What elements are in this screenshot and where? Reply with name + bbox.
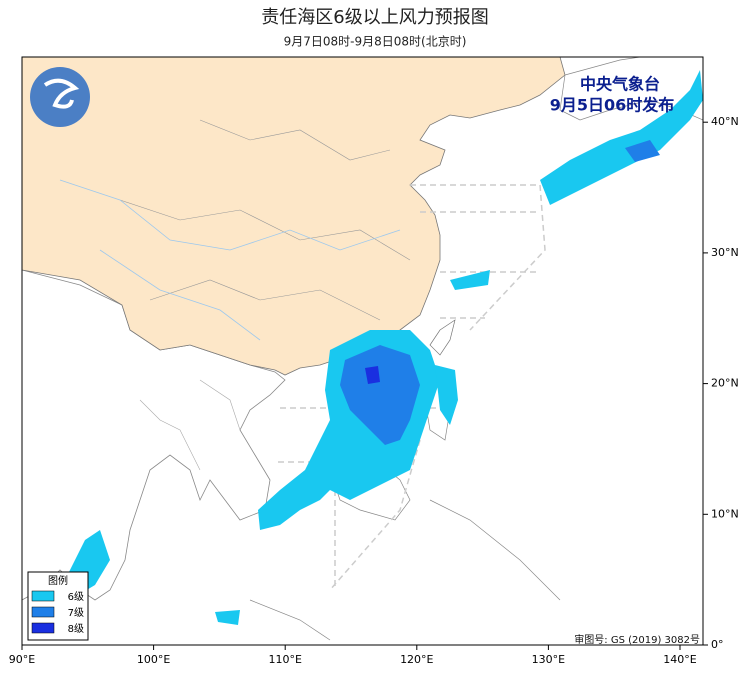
lat-tick-label: 40°N	[711, 115, 739, 128]
lon-tick-label: 140°E	[663, 653, 696, 666]
subtitle: 9月7日08时-9月8日08时(北京时)	[284, 35, 467, 49]
legend-swatch	[31, 590, 55, 602]
legend: 图例 6级 7级 8级	[27, 571, 89, 641]
map-frame	[21, 56, 704, 646]
lat-tick-label: 10°N	[711, 507, 739, 520]
map-area: 中央气象台 9月5日06时发布 审图号: GS (2019) 3082号	[22, 57, 703, 646]
lon-tick-label: 100°E	[137, 653, 170, 666]
lon-tick-label: 120°E	[400, 653, 433, 666]
lon-tick-label: 110°E	[268, 653, 301, 666]
lon-tick-label: 90°E	[9, 653, 35, 666]
legend-label: 8级	[68, 623, 84, 635]
lat-tick-label: 20°N	[711, 377, 739, 390]
legend-swatch	[31, 622, 55, 634]
wind-areas	[60, 70, 703, 625]
issuer: 中央气象台	[580, 75, 660, 94]
lat-tick-label: 30°N	[711, 246, 739, 259]
legend-label: 7级	[68, 607, 84, 619]
lat-tick-label: 0°	[711, 638, 724, 651]
legend-label: 6级	[68, 591, 84, 603]
legend-title: 图例	[48, 574, 68, 587]
title: 责任海区6级以上风力预报图	[261, 7, 488, 28]
legend-swatch	[31, 606, 55, 618]
issue-time: 9月5日06时发布	[550, 96, 675, 115]
lon-tick-label: 130°E	[532, 653, 565, 666]
review-number: 审图号: GS (2019) 3082号	[574, 633, 700, 646]
